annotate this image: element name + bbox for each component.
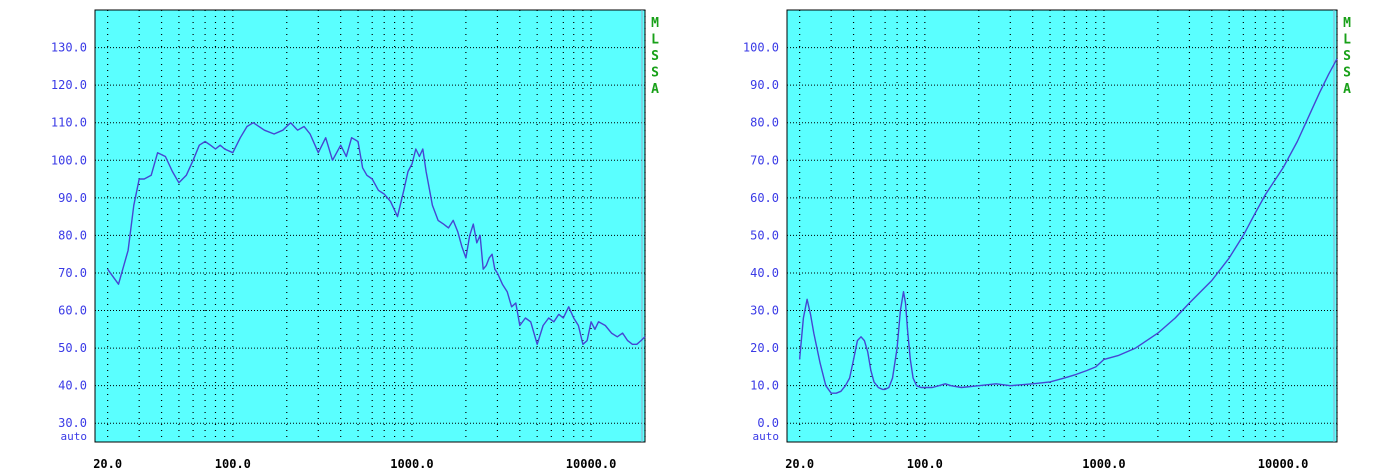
y-tick-label: 90.0 — [750, 78, 779, 92]
x-tick-label: 1000.0 — [1082, 457, 1125, 471]
y-tick-label: 20.0 — [750, 341, 779, 355]
plot-area — [786, 9, 1338, 443]
x-tick-label: 20.0 — [93, 457, 122, 471]
x-tick-label: 100.0 — [215, 457, 251, 471]
y-tick-label: 70.0 — [58, 266, 87, 280]
chart-left: 30.0 40.0 50.0 60.0 70.0 80.0 90.0 100.0 110.0 12… — [51, 9, 659, 471]
side-label-letter: M — [651, 16, 659, 31]
x-tick-label: 10000.0 — [1258, 457, 1309, 471]
y-tick-label: 110.0 — [51, 116, 87, 130]
grid — [95, 10, 646, 442]
side-label-letter: A — [651, 82, 659, 97]
grid — [787, 10, 1338, 442]
response-curve — [107, 121, 646, 345]
auto-label: auto — [753, 430, 780, 443]
side-label-letter: S — [651, 49, 659, 64]
y-tick-label: 40.0 — [750, 266, 779, 280]
y-tick-label: 100.0 — [743, 41, 779, 55]
y-tick-label: 30.0 — [750, 304, 779, 318]
y-tick-label: 90.0 — [58, 191, 87, 205]
side-label-letter: M — [1343, 16, 1351, 31]
side-label-letter: L — [1343, 33, 1351, 48]
chart-right: 0.0 10.0 20.0 30.0 40.0 50.0 60.0 70.0 80.0 90.0 1… — [743, 9, 1351, 471]
x-tick-label: 20.0 — [785, 457, 814, 471]
y-tick-label: 50.0 — [58, 341, 87, 355]
x-tick-label: 1000.0 — [390, 457, 433, 471]
y-tick-label: 120.0 — [51, 78, 87, 92]
y-tick-label: 30.0 — [58, 416, 87, 430]
side-label-letter: S — [651, 66, 659, 81]
y-tick-label: 60.0 — [750, 191, 779, 205]
auto-label: auto — [61, 430, 88, 443]
side-label-letter: L — [651, 33, 659, 48]
side-label-letter: A — [1343, 82, 1351, 97]
x-tick-label: 100.0 — [907, 457, 943, 471]
y-tick-label: 130.0 — [51, 41, 87, 55]
side-label-letter: S — [1343, 66, 1351, 81]
y-tick-label: 60.0 — [58, 304, 87, 318]
plot-area — [94, 9, 646, 443]
y-tick-label: 50.0 — [750, 228, 779, 242]
y-tick-label: 10.0 — [750, 379, 779, 393]
y-tick-label: 80.0 — [58, 228, 87, 242]
y-tick-label: 80.0 — [750, 116, 779, 130]
y-tick-label: 100.0 — [51, 153, 87, 167]
y-tick-label: 70.0 — [750, 153, 779, 167]
y-tick-label: 40.0 — [58, 379, 87, 393]
response-curve — [798, 58, 1338, 394]
x-tick-label: 10000.0 — [566, 457, 617, 471]
side-label-letter: S — [1343, 49, 1351, 64]
y-tick-label: 0.0 — [757, 416, 779, 430]
